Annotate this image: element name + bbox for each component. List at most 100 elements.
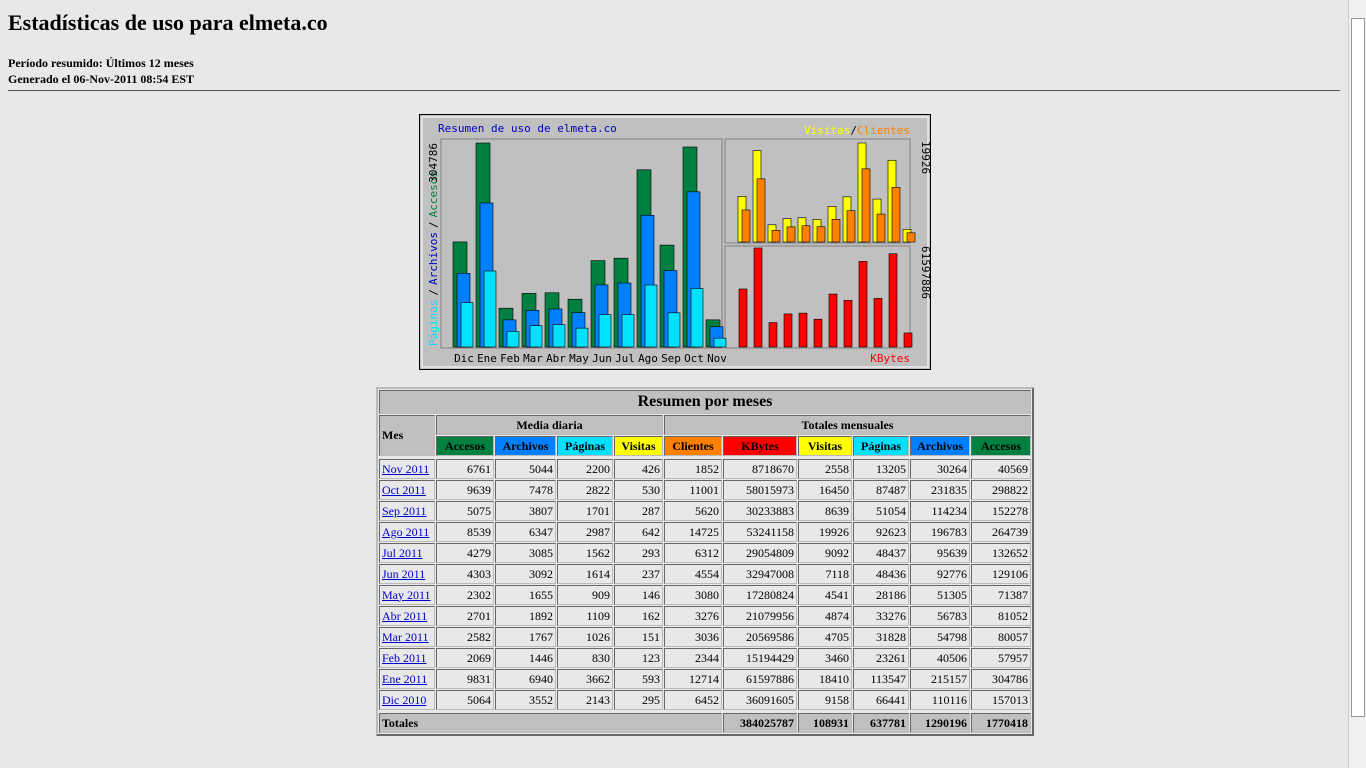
value-cell: 909: [557, 585, 613, 605]
bar: [891, 187, 901, 243]
value-cell: 123: [614, 648, 663, 668]
bar: [741, 209, 751, 243]
value-cell: 3460: [798, 648, 852, 668]
total-cell: 384025787: [723, 713, 797, 733]
bar: [903, 332, 913, 348]
value-cell: 1892: [495, 606, 556, 626]
value-cell: 129106: [971, 564, 1031, 584]
column-header: Accesos: [971, 436, 1031, 456]
bar: [768, 322, 778, 348]
month-link[interactable]: Jul 2011: [382, 545, 423, 560]
bar: [644, 284, 658, 348]
value-cell: 66441: [853, 690, 909, 710]
column-header: KBytes: [723, 436, 797, 456]
table-row: Accesos Archivos Páginas Visitas Clientes KBy…: [379, 436, 1031, 456]
value-cell: 92623: [853, 522, 909, 542]
axis-label-part: Páginas: [427, 300, 440, 346]
month-label: Jul: [615, 352, 635, 365]
month-link[interactable]: Mar 2011: [382, 629, 429, 644]
bar: [873, 298, 883, 348]
value-cell: 1562: [557, 543, 613, 563]
bar: [483, 270, 497, 348]
kbytes-legend: KBytes: [870, 352, 910, 365]
month-label: Sep: [661, 352, 681, 365]
value-cell: 17280824: [723, 585, 797, 605]
scroll-thumb[interactable]: [1351, 18, 1365, 717]
column-header: Páginas: [853, 436, 909, 456]
value-cell: 3092: [495, 564, 556, 584]
monthly-table: Resumen por meses Mes Media diaria Totales …: [376, 387, 1034, 736]
value-cell: 304786: [971, 669, 1031, 689]
month-link[interactable]: Sep 2011: [382, 503, 427, 518]
month-link[interactable]: Oct 2011: [382, 482, 426, 497]
axis-label-part: /: [427, 289, 440, 296]
bar: [858, 261, 868, 348]
value-cell: 113547: [853, 669, 909, 689]
month-label: May: [569, 352, 589, 365]
month-label: Ene: [477, 352, 497, 365]
total-cell: 1290196: [910, 713, 970, 733]
value-cell: 157013: [971, 690, 1031, 710]
value-cell: 9092: [798, 543, 852, 563]
value-cell: 2069: [436, 648, 494, 668]
month-link[interactable]: Feb 2011: [382, 650, 427, 665]
month-label: Mar: [523, 352, 543, 365]
usage-graph: Resumen de uso de elmeta.co Dic Ene Feb Mar…: [419, 114, 931, 370]
month-link[interactable]: Ago 2011: [382, 524, 430, 539]
month-link[interactable]: Abr 2011: [382, 608, 428, 623]
value-cell: 30264: [910, 459, 970, 479]
value-cell: 1614: [557, 564, 613, 584]
scrollbar[interactable]: [1348, 0, 1366, 768]
month-link[interactable]: Ene 2011: [382, 671, 428, 686]
bar: [598, 314, 612, 348]
value-cell: 8718670: [723, 459, 797, 479]
value-cell: 2582: [436, 627, 494, 647]
month-link[interactable]: Jun 2011: [382, 566, 426, 581]
value-cell: 151: [614, 627, 663, 647]
value-cell: 81052: [971, 606, 1031, 626]
value-cell: 9831: [436, 669, 494, 689]
bar: [813, 318, 823, 348]
divider: [8, 90, 1340, 91]
value-cell: 4541: [798, 585, 852, 605]
value-cell: 48436: [853, 564, 909, 584]
month-link[interactable]: May 2011: [382, 587, 431, 602]
month-cell: Dic 2010: [379, 690, 435, 710]
bar: [828, 293, 838, 348]
bar: [460, 302, 474, 348]
bar: [798, 312, 808, 348]
value-cell: 1852: [664, 459, 722, 479]
bar: [552, 324, 566, 348]
value-cell: 3080: [664, 585, 722, 605]
column-header: Archivos: [495, 436, 556, 456]
bar: [861, 168, 871, 243]
value-cell: 3807: [495, 501, 556, 521]
hits-max: 304786: [427, 143, 440, 183]
value-cell: 6312: [664, 543, 722, 563]
value-cell: 162: [614, 606, 663, 626]
value-cell: 4874: [798, 606, 852, 626]
month-cell: May 2011: [379, 585, 435, 605]
hits-axis-label: Páginas / Archivos / Accesos: [427, 171, 440, 346]
month-cell: Ene 2011: [379, 669, 435, 689]
value-cell: 19926: [798, 522, 852, 542]
table-row: Feb 2011 2069 1446 830 123 2344 15194429 3460 23…: [379, 648, 1031, 668]
value-cell: 48437: [853, 543, 909, 563]
table-row: [379, 457, 1031, 458]
month-label: Jun: [592, 352, 612, 365]
value-cell: 58015973: [723, 480, 797, 500]
bar: [846, 210, 856, 243]
month-link[interactable]: Dic 2010: [382, 692, 427, 707]
value-cell: 426: [614, 459, 663, 479]
value-cell: 40506: [910, 648, 970, 668]
month-link[interactable]: Nov 2011: [382, 461, 430, 476]
value-cell: 5044: [495, 459, 556, 479]
value-cell: 15194429: [723, 648, 797, 668]
value-cell: 29054809: [723, 543, 797, 563]
value-cell: 8539: [436, 522, 494, 542]
value-cell: 1026: [557, 627, 613, 647]
value-cell: 215157: [910, 669, 970, 689]
table-row: Nov 2011 6761 5044 2200 426 1852 8718670 2558 13…: [379, 459, 1031, 479]
value-cell: 33276: [853, 606, 909, 626]
